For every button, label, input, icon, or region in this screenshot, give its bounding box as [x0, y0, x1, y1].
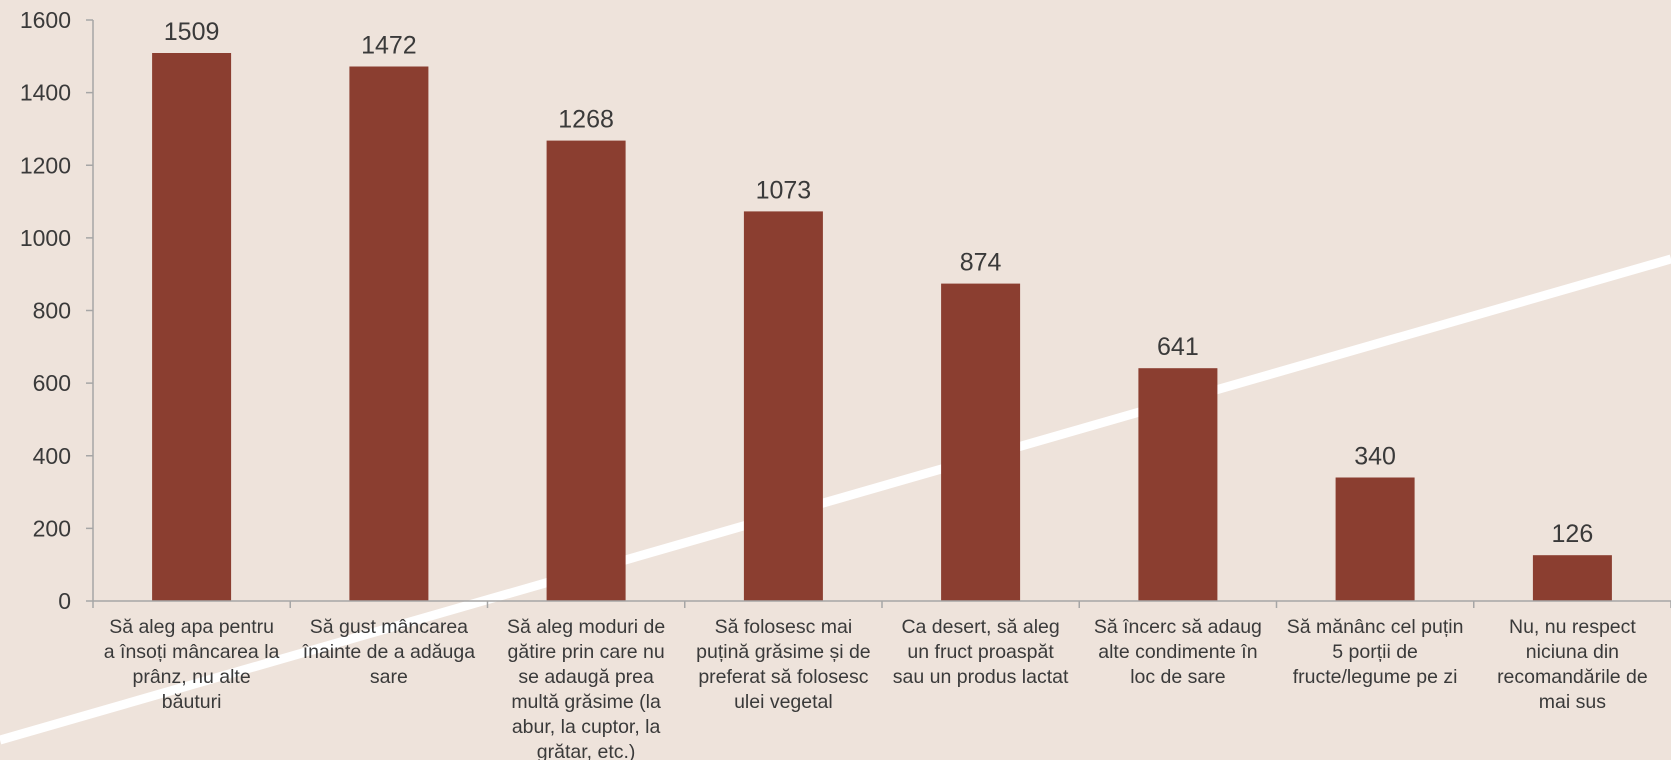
- category-label: Să gust mâncarea înainte de a adăuga sare: [302, 616, 476, 688]
- category-label-line: ulei vegetal: [734, 691, 833, 713]
- bar: [1138, 368, 1218, 601]
- category-label-line: gătire prin care nu: [508, 641, 665, 663]
- category-label-line: loc de sare: [1130, 666, 1225, 688]
- category-label-line: Ca desert, să aleg: [901, 616, 1059, 638]
- y-tick-label: 1600: [20, 7, 71, 33]
- category-label-line: băuturi: [162, 691, 222, 713]
- category-label-line: un fruct proaspăt: [907, 641, 1054, 663]
- labels-group: 1509 1472 1268 1073 874 641 340 126 0 200 400 600 80…: [20, 7, 1648, 760]
- category-label-line: grătar, etc.): [537, 741, 636, 760]
- category-label-line: sau un produs lactat: [893, 666, 1069, 688]
- category-label-line: Să aleg moduri de: [507, 616, 665, 638]
- category-label-line: sare: [370, 666, 408, 688]
- decorative-stripe: [0, 254, 1671, 745]
- data-label: 126: [1552, 520, 1594, 548]
- bar: [743, 211, 823, 601]
- category-label: Să aleg moduri de gătire prin care nu se a…: [507, 616, 665, 760]
- y-tick-label: 800: [33, 298, 71, 324]
- bar: [1335, 477, 1415, 601]
- bar: [152, 53, 232, 601]
- axes-group: [86, 19, 1671, 608]
- category-label: Să folosesc mai puțină grăsime și de prefe…: [696, 616, 871, 713]
- data-label: 340: [1354, 443, 1396, 471]
- category-label-line: alte condimente în: [1098, 641, 1257, 663]
- category-label: Ca desert, să aleg un fruct proaspăt sau u…: [893, 616, 1069, 688]
- y-tick-label: 1400: [20, 80, 71, 106]
- data-label: 1073: [756, 176, 812, 204]
- category-label-line: mai sus: [1539, 691, 1606, 713]
- category-label: Nu, nu respect niciuna din recomandările d…: [1497, 616, 1648, 713]
- category-label-line: preferat să folosesc: [698, 666, 868, 688]
- category-label-line: 5 porții de: [1332, 641, 1418, 663]
- category-label-line: prânz, nu alte: [133, 666, 251, 688]
- category-label-line: Să aleg apa pentru: [109, 616, 274, 638]
- y-tick-label: 1000: [20, 225, 71, 251]
- category-label: Să mănânc cel puțin 5 porții de fructe/leg…: [1287, 616, 1464, 688]
- category-label-line: niciuna din: [1526, 641, 1619, 663]
- category-label-line: Să folosesc mai: [715, 616, 853, 638]
- y-tick-label: 400: [33, 443, 71, 469]
- category-label-line: Să mănânc cel puțin: [1287, 616, 1464, 638]
- bar: [546, 140, 626, 601]
- bar: [941, 283, 1021, 601]
- category-label-line: Nu, nu respect: [1509, 616, 1636, 638]
- category-label-line: puțină grăsime și de: [696, 641, 871, 663]
- category-label-line: abur, la cuptor, la: [512, 716, 661, 738]
- y-tick-label: 600: [33, 370, 71, 396]
- category-label-line: recomandările de: [1497, 666, 1648, 688]
- category-label: Să aleg apa pentru a însoți mâncarea la pr…: [104, 616, 280, 713]
- category-label-line: Să încerc să adaug: [1094, 616, 1262, 638]
- category-label-line: se adaugă prea: [518, 666, 654, 688]
- category-label: Să încerc să adaug alte condimente în loc …: [1094, 616, 1262, 688]
- bars-group: [152, 53, 1612, 601]
- category-label-line: fructe/legume pe zi: [1293, 666, 1458, 688]
- data-label: 641: [1157, 333, 1199, 361]
- data-label: 874: [960, 249, 1002, 277]
- y-tick-label: 200: [33, 515, 71, 541]
- data-label: 1509: [164, 18, 220, 46]
- category-label-line: înainte de a adăuga: [302, 641, 476, 663]
- data-label: 1268: [558, 106, 614, 134]
- data-label: 1472: [361, 32, 417, 60]
- bar: [349, 66, 429, 601]
- category-label-line: multă grăsime (la: [511, 691, 661, 713]
- bar: [1532, 555, 1612, 601]
- category-label-line: a însoți mâncarea la: [104, 641, 280, 663]
- category-label-line: Să gust mâncarea: [310, 616, 468, 638]
- y-tick-label: 1200: [20, 152, 71, 178]
- y-tick-label: 0: [58, 588, 71, 614]
